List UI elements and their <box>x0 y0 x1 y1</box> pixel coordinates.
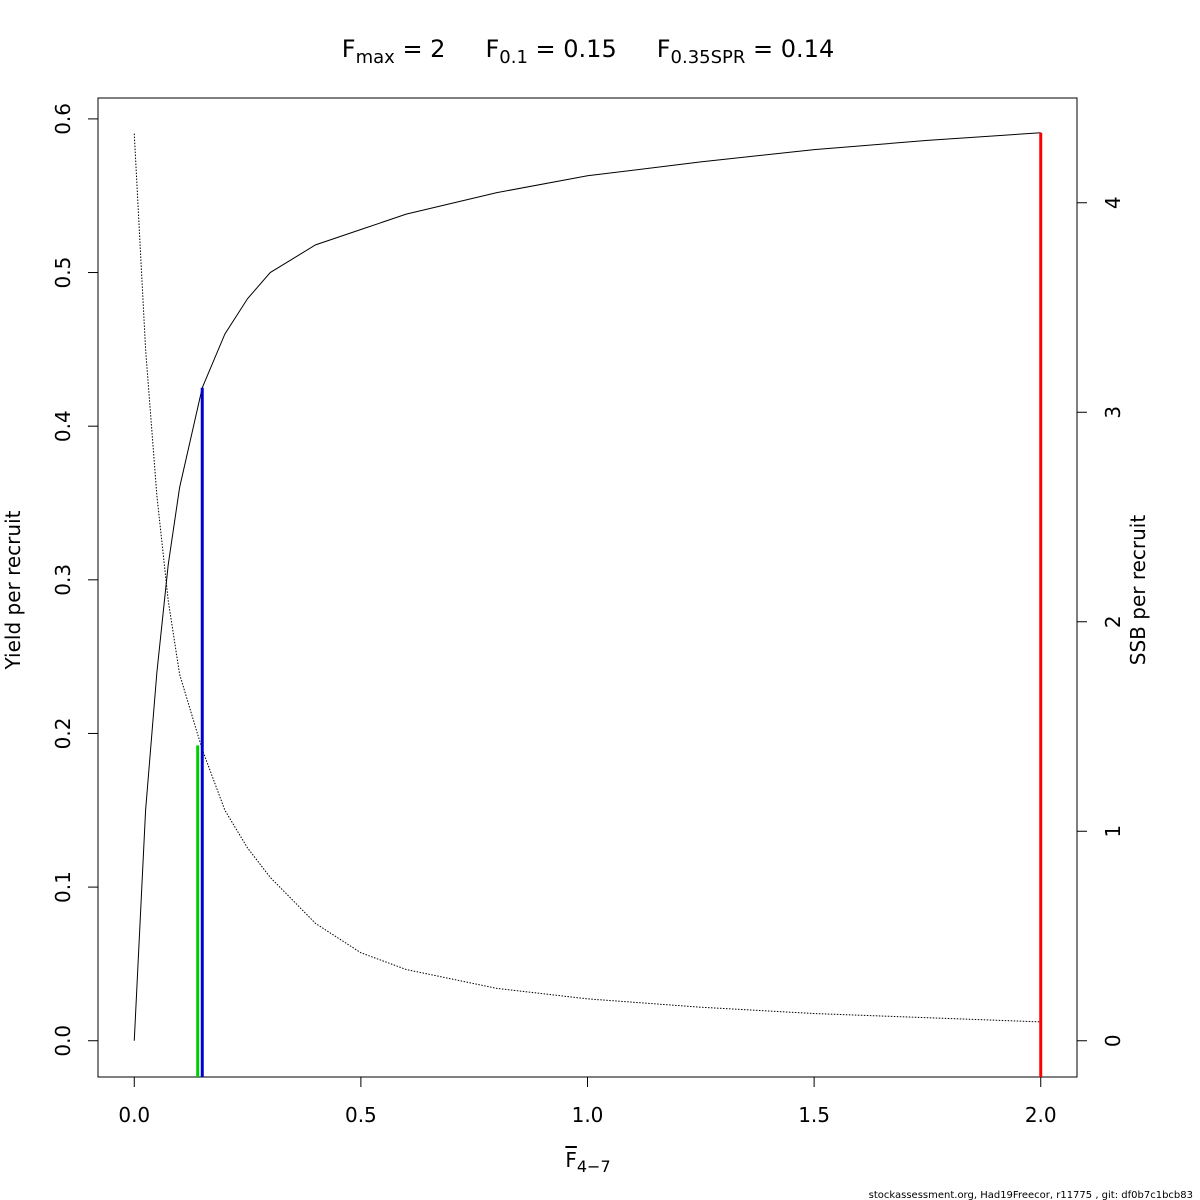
title-value: = 0.14 <box>745 35 834 63</box>
x-label-subscript: 4−7 <box>577 1157 611 1176</box>
title-subscript: 0.1 <box>499 47 528 68</box>
x-label-symbol: F <box>565 1148 577 1172</box>
title-value: = 2 <box>395 35 446 63</box>
y2-tick-label: 0 <box>1101 1034 1125 1047</box>
title-symbol: F <box>485 35 499 63</box>
x-axis-label: F4−7 <box>565 1148 610 1176</box>
y2-axis-label: SSB per recruit <box>1126 515 1150 666</box>
plot-frame <box>97 97 1078 1078</box>
title-value: = 0.15 <box>528 35 617 63</box>
y-tick-label: 0.2 <box>51 718 75 750</box>
chart-title: Fmax = 2 F0.1 = 0.15 F0.35SPR = 0.14 <box>342 35 834 68</box>
footer: stockassessment.org, Had19Freecor, r1177… <box>869 1190 1193 1200</box>
y-axis-label: Yield per recruit <box>1 510 25 670</box>
x-tick-label: 1.5 <box>798 1103 830 1127</box>
series-line <box>133 132 1041 1041</box>
y-tick-label: 0.0 <box>51 1025 75 1057</box>
y2-tick-label: 4 <box>1101 196 1125 209</box>
y2-tick-label: 3 <box>1101 406 1125 419</box>
y-tick-label: 0.1 <box>51 871 75 903</box>
title-symbol: F <box>657 35 671 63</box>
y-tick-label: 0.3 <box>51 564 75 596</box>
y2-tick-label: 2 <box>1101 615 1125 628</box>
x-tick-label: 0.0 <box>118 1103 150 1127</box>
y-tick-label: 0.6 <box>51 103 75 135</box>
title-subscript: max <box>356 47 396 68</box>
y-tick-label: 0.4 <box>51 410 75 442</box>
x-tick-label: 0.5 <box>345 1103 377 1127</box>
x-tick-label: 1.0 <box>572 1103 604 1127</box>
y2-tick-label: 1 <box>1101 825 1125 838</box>
title-symbol: F <box>342 35 356 63</box>
x-tick-label: 2.0 <box>1025 1103 1057 1127</box>
title-subscript: 0.35SPR <box>671 47 746 68</box>
y-tick-label: 0.5 <box>51 257 75 289</box>
series-line <box>133 133 1041 1023</box>
